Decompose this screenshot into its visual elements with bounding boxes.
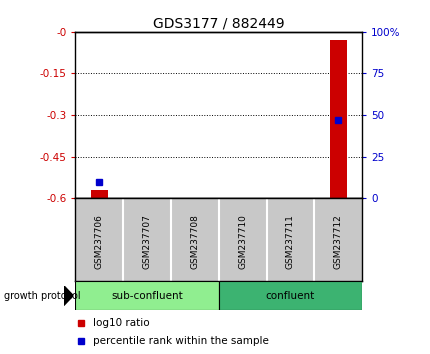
Text: log10 ratio: log10 ratio: [92, 318, 149, 328]
Text: GSM237707: GSM237707: [142, 214, 151, 269]
Bar: [218, 281, 361, 310]
Text: GSM237708: GSM237708: [190, 214, 199, 269]
Text: GSM237711: GSM237711: [285, 214, 294, 269]
Text: growth protocol: growth protocol: [4, 291, 81, 301]
Text: GSM237710: GSM237710: [237, 214, 246, 269]
Text: confluent: confluent: [265, 291, 314, 301]
Text: GSM237712: GSM237712: [333, 214, 342, 269]
Polygon shape: [64, 286, 73, 306]
Text: percentile rank within the sample: percentile rank within the sample: [92, 336, 268, 346]
Bar: [91, 190, 108, 198]
Text: sub-confluent: sub-confluent: [111, 291, 182, 301]
Bar: [75, 281, 218, 310]
Text: GSM237706: GSM237706: [95, 214, 104, 269]
Bar: [329, 40, 346, 198]
Title: GDS3177 / 882449: GDS3177 / 882449: [153, 17, 284, 31]
